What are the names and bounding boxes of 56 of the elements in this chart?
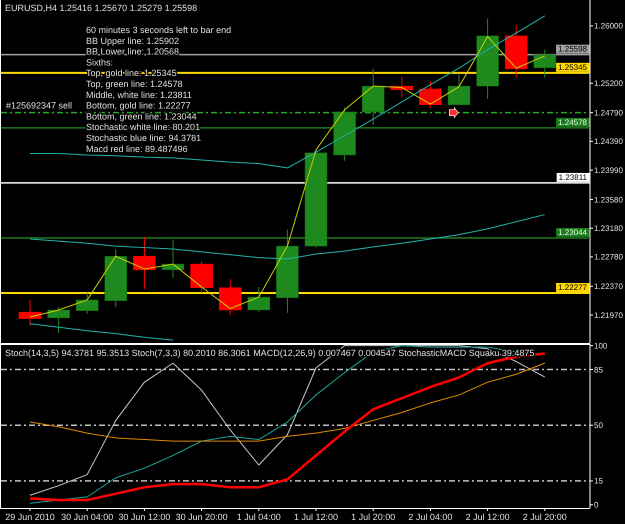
x-tick-label: 2 Jul 20:00 xyxy=(522,512,567,522)
candlestick xyxy=(133,236,156,290)
line-series xyxy=(30,214,546,260)
annotation: BB Upper line: 1.25902 xyxy=(86,36,180,46)
y-tick-label: 1.25200 xyxy=(594,79,624,88)
candlestick xyxy=(218,278,242,316)
ref-line-label: 1.25598 xyxy=(558,44,588,54)
y-tick-label: 1.22780 xyxy=(594,252,624,262)
candlestick xyxy=(248,286,270,313)
annotation: Stochastic blue line: 94.3781 xyxy=(86,133,202,143)
y-tick-label: 1.24390 xyxy=(594,137,624,146)
annotation: Sixths: xyxy=(86,57,114,68)
chart-title: EURUSD,H4 1.25416 1.25670 1.25279 1.25598 xyxy=(5,3,198,13)
ref-line-label: #125692347 sell xyxy=(6,100,72,111)
annotation: Stochastic white line: 80.201 xyxy=(86,122,200,132)
annotation: Top, green line: 1.24578 xyxy=(86,79,183,89)
y-tick-label: 85 xyxy=(594,365,604,374)
y-tick-label: 15 xyxy=(594,476,604,486)
y-tick-label: 1.22370 xyxy=(594,282,624,292)
line-series xyxy=(30,362,546,442)
candlestick xyxy=(419,80,442,108)
ref-line-label: 1.25345 xyxy=(558,62,588,72)
annotation: Middle, white line: 1.23811 xyxy=(86,90,192,100)
candlestick xyxy=(76,292,98,314)
annotation: Bottom, green line: 1.23044 xyxy=(86,111,197,122)
candlestick xyxy=(190,260,213,294)
x-tick-label: 30 Jun 04:00 xyxy=(61,512,114,522)
candlestick xyxy=(47,306,70,334)
y-tick-label: 1.23180 xyxy=(594,224,624,233)
x-tick-label: 1 Jul 04:00 xyxy=(236,512,281,522)
ref-line-label: 1.23044 xyxy=(558,228,588,237)
line-series xyxy=(30,323,174,341)
ref-line-label: 1.22277 xyxy=(558,282,588,292)
annotation: 60 minutes 3 seconds left to bar end xyxy=(86,25,232,35)
annotation: Bottom, gold line: 1.22277 xyxy=(86,100,191,111)
y-tick-label: 1.23580 xyxy=(594,195,624,204)
y-tick-label: 50 xyxy=(594,421,604,430)
x-tick-label: 2 Jul 12:00 xyxy=(466,512,510,522)
candlestick xyxy=(18,299,42,326)
x-tick-label: 2 Jul 04:00 xyxy=(408,512,452,522)
x-tick-label: 30 Jun 20:00 xyxy=(176,512,228,522)
y-tick-label: 1.24790 xyxy=(594,108,624,118)
y-tick-label: 1.21970 xyxy=(594,310,624,320)
x-tick-label: 30 Jun 12:00 xyxy=(118,512,170,522)
y-tick-label: 1.26000 xyxy=(594,22,624,31)
candlestick xyxy=(534,49,556,78)
y-tick-label: 100 xyxy=(594,341,608,350)
x-tick-label: 29 Jun 2010 xyxy=(5,512,55,522)
y-tick-label: 1.23990 xyxy=(594,166,624,175)
annotation: Macd red line: 89.487496 xyxy=(86,144,188,154)
x-tick-label: 1 Jul 20:00 xyxy=(351,512,396,522)
x-tick-label: 1 Jul 12:00 xyxy=(294,512,338,522)
y-tick-label: 0 xyxy=(594,500,599,510)
ref-line-label: 1.24578 xyxy=(558,118,588,127)
candlestick xyxy=(448,74,470,106)
ref-line-label: 1.23811 xyxy=(558,172,588,182)
